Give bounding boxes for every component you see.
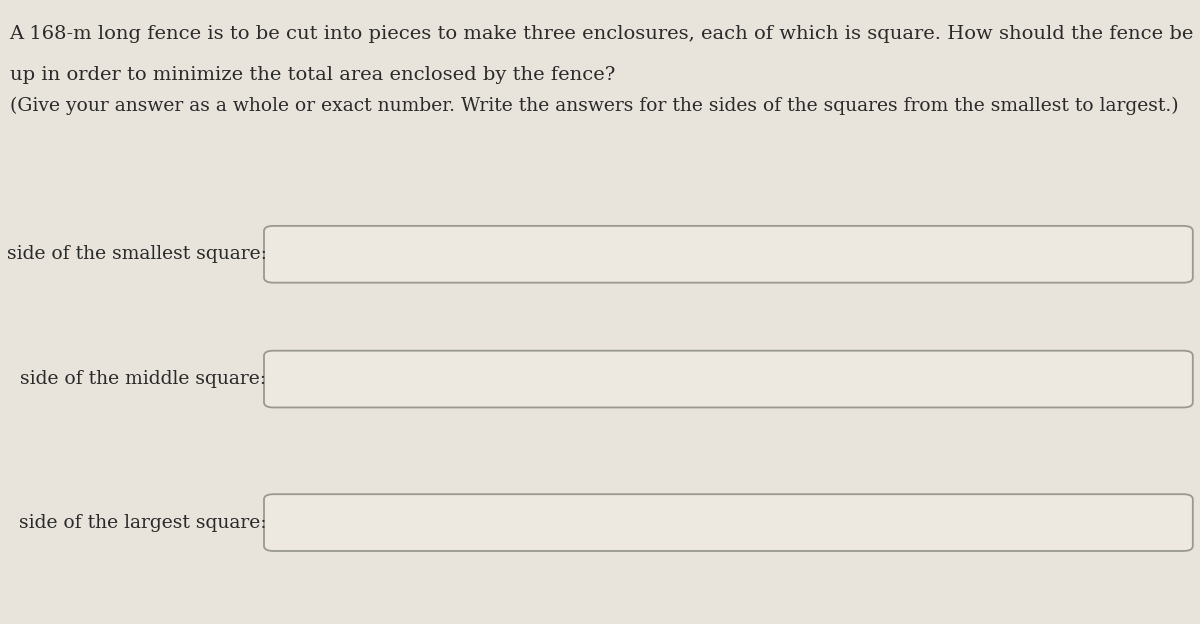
Text: side of the largest square:: side of the largest square:	[19, 514, 266, 532]
FancyBboxPatch shape	[264, 494, 1193, 551]
FancyBboxPatch shape	[264, 226, 1193, 283]
Text: (Give your answer as a whole or exact number. Write the answers for the sides of: (Give your answer as a whole or exact nu…	[10, 97, 1178, 115]
FancyBboxPatch shape	[264, 351, 1193, 407]
Text: side of the middle square:: side of the middle square:	[20, 370, 266, 388]
Text: up in order to minimize the total area enclosed by the fence?: up in order to minimize the total area e…	[10, 66, 614, 84]
Text: A 168-m long fence is to be cut into pieces to make three enclosures, each of wh: A 168-m long fence is to be cut into pie…	[10, 25, 1200, 43]
Text: side of the smallest square:: side of the smallest square:	[6, 245, 266, 263]
